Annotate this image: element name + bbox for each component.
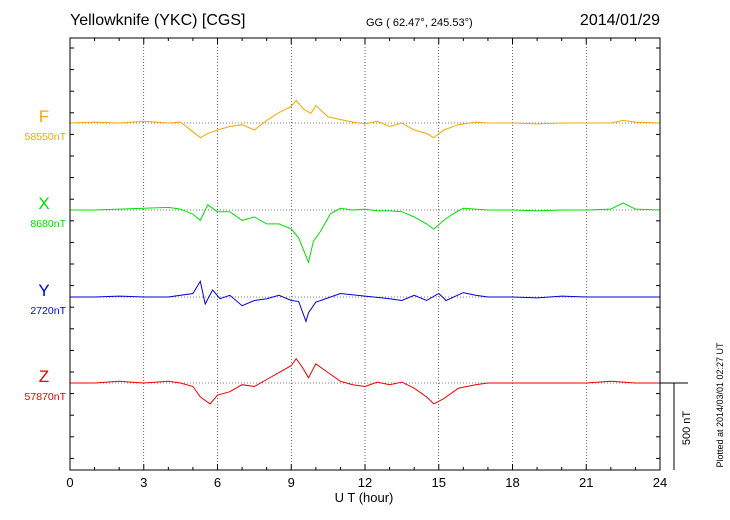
baselines: [70, 122, 660, 384]
baseline-value-z: 57870nT: [25, 391, 67, 403]
axis-ticks: 0 3 6 9 12 15 18 21 24: [66, 38, 667, 490]
plotted-note: Plotted at 2014/03/01 02:27 UT: [715, 342, 725, 468]
series-line-y: [70, 279, 660, 324]
x-tick-label-0: 0: [66, 475, 73, 490]
x-tick-label-18: 18: [505, 475, 519, 490]
series-line-z: [70, 357, 660, 405]
series-name-x: X: [38, 194, 49, 213]
scale-bar: 500 nT: [660, 382, 693, 470]
x-tick-label-12: 12: [358, 475, 372, 490]
x-tick-label-6: 6: [214, 475, 221, 490]
series-name-z: Z: [39, 367, 49, 386]
series-line-f: [69, 99, 661, 139]
x-tick-label-24: 24: [653, 475, 667, 490]
x-tick-label-15: 15: [432, 475, 446, 490]
coordinates: GG ( 62.47°, 245.53°): [366, 17, 473, 29]
x-tick-label-21: 21: [579, 475, 593, 490]
series-lines: [69, 99, 661, 405]
series-labels: F 58550nT X 8680nT Y 2720nT Z 57870nT: [25, 107, 67, 403]
x-tick-label-9: 9: [288, 475, 295, 490]
series-name-f: F: [39, 107, 49, 126]
series-line-x: [70, 202, 661, 264]
x-axis-label: U T (hour): [335, 490, 394, 505]
x-tick-label-3: 3: [140, 475, 147, 490]
baseline-value-y: 2720nT: [30, 305, 66, 317]
station-title: Yellowknife (YKC) [CGS]: [70, 12, 246, 29]
series-name-y: Y: [38, 281, 49, 300]
scale-bar-label: 500 nT: [681, 411, 693, 446]
plot-date: 2014/01/29: [579, 12, 660, 29]
grid-lines: [143, 38, 587, 470]
baseline-value-f: 58550nT: [25, 131, 67, 143]
baseline-value-x: 8680nT: [30, 218, 66, 230]
